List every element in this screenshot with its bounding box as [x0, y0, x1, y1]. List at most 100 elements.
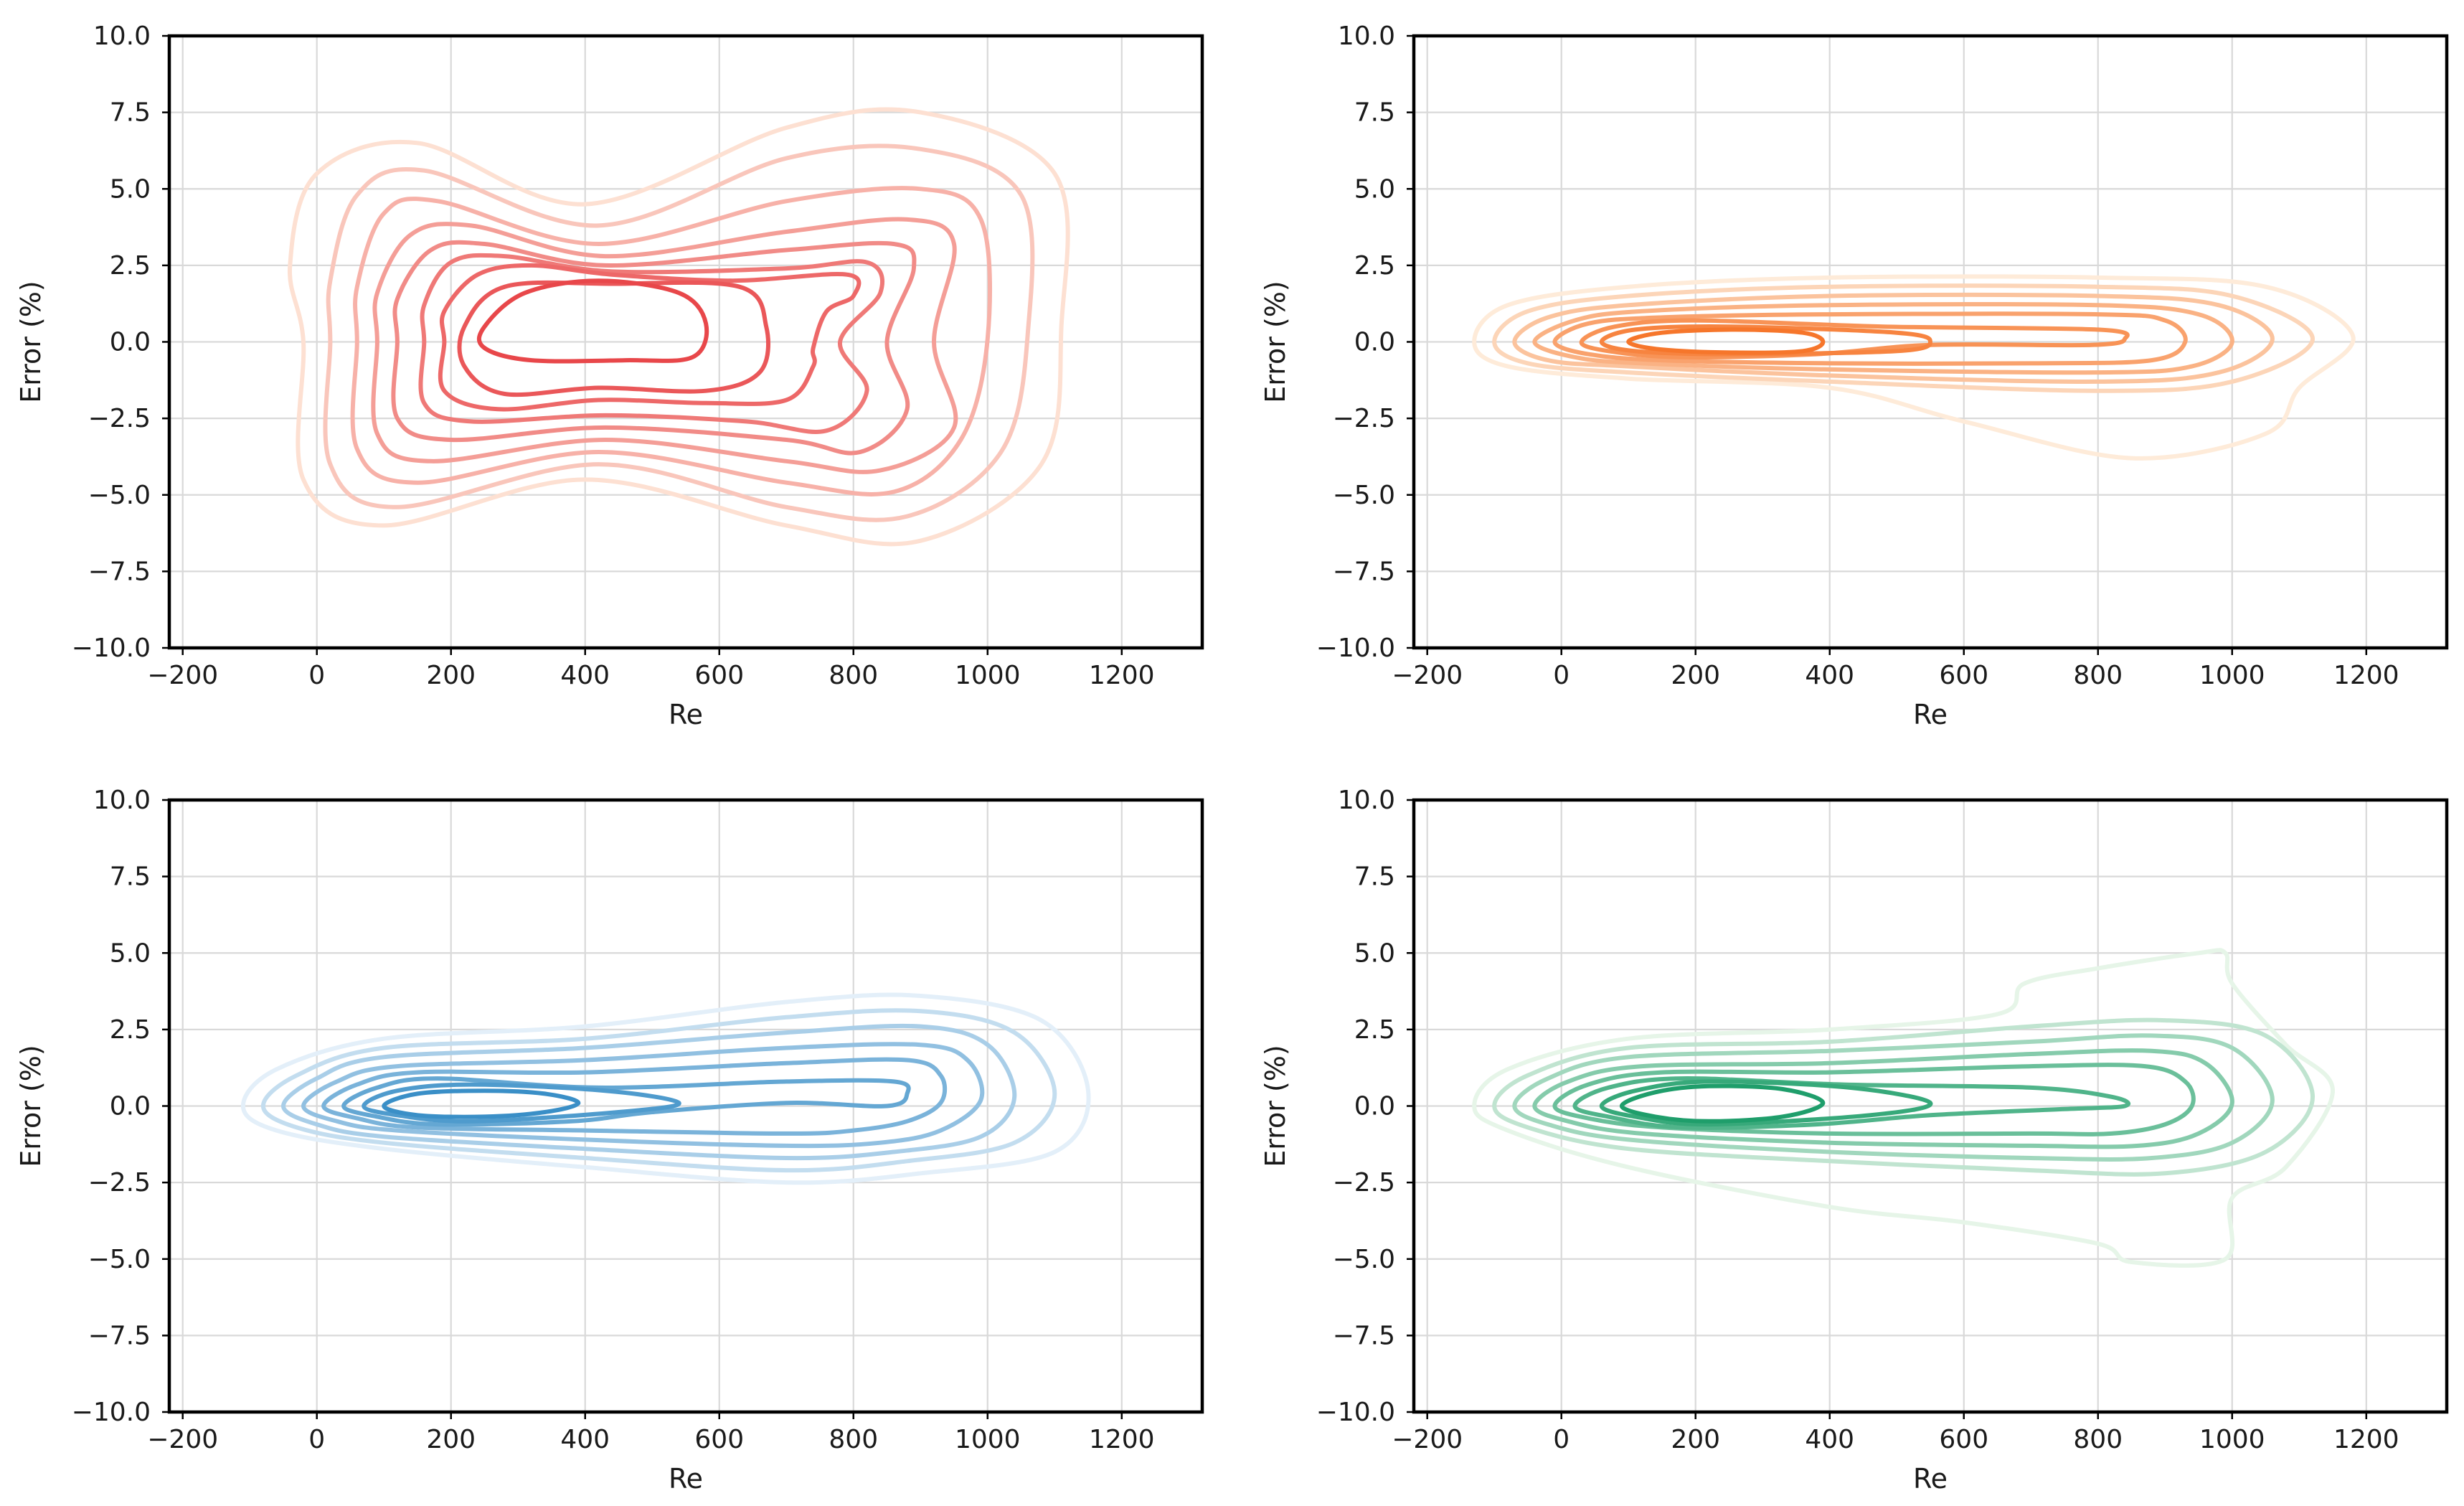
y-tick-label: −2.5 [88, 1168, 151, 1197]
y-tick-label: 10.0 [1338, 786, 1395, 815]
y-axis-label: Error (%) [1260, 1045, 1291, 1167]
contour-level-5 [391, 240, 917, 456]
x-tick-label: 400 [560, 661, 610, 690]
contour-group [1472, 274, 2356, 461]
y-tick-label: 5.0 [1354, 938, 1395, 968]
x-tick-label: 0 [1553, 661, 1569, 690]
x-tick-label: −200 [147, 1425, 218, 1454]
y-tick-label: 0.0 [110, 328, 151, 357]
y-tick-label: −7.5 [88, 1321, 151, 1350]
contour-level-6 [418, 253, 884, 434]
x-tick-label: 200 [426, 661, 476, 690]
x-tick-label: −200 [1392, 1425, 1463, 1454]
x-tick-label: 400 [1805, 1425, 1854, 1454]
contour-level-8 [382, 1088, 581, 1119]
contour-group [240, 992, 1091, 1185]
y-tick-label: 10.0 [93, 22, 151, 51]
contour-level-1 [1472, 948, 2335, 1268]
contour-level-5 [1552, 1063, 2196, 1136]
contour-level-6 [1579, 318, 2130, 359]
x-axis-label: Re [1913, 1463, 1948, 1495]
y-axis-label: Error (%) [15, 1045, 47, 1167]
y-tick-label: −10.0 [72, 634, 151, 663]
contour-level-2 [1492, 283, 2315, 393]
contour-level-7 [362, 1082, 681, 1124]
contour-level-7 [1599, 1079, 1933, 1127]
x-tick-label: 400 [560, 1425, 610, 1454]
contour-level-2 [260, 1008, 1057, 1173]
y-tick-label: −10.0 [1316, 1398, 1395, 1427]
x-tick-label: 1200 [1089, 661, 1155, 690]
y-tick-label: −2.5 [1333, 404, 1395, 433]
y-tick-label: 0.0 [1354, 1092, 1395, 1121]
contour-level-8 [457, 280, 770, 397]
contour-level-2 [323, 143, 1035, 522]
y-tick-label: −7.5 [1333, 557, 1395, 586]
contour-level-4 [371, 217, 958, 474]
x-tick-label: 800 [829, 661, 878, 690]
contour-level-3 [350, 186, 992, 496]
x-tick-label: 1000 [955, 661, 1021, 690]
contour-level-4 [1532, 301, 2234, 375]
contour-level-6 [1572, 1076, 2130, 1130]
contour-level-2 [1492, 1017, 2315, 1177]
x-tick-label: 400 [1805, 661, 1854, 690]
x-tick-label: 0 [308, 1425, 325, 1454]
x-tick-label: 1200 [2333, 1425, 2399, 1454]
y-tick-label: 10.0 [1338, 22, 1395, 51]
contour-level-5 [321, 1057, 948, 1136]
y-tick-label: −2.5 [1333, 1168, 1395, 1197]
contour-level-9 [476, 278, 709, 364]
y-tick-label: 5.0 [110, 174, 151, 204]
chart-panel-bottom-right: −200 0 200 400 600 800 1000 1200 10.0 7.5 5.0 2.5 0.… [1260, 786, 2449, 1495]
chart-panel-bottom-left: −200 0 200 400 600 800 1000 1200 10.0 7.5 5.0 2.5 0.… [15, 786, 1204, 1495]
contour-level-7 [1599, 324, 1932, 357]
contour-level-3 [1512, 1033, 2275, 1162]
y-tick-label: −5.0 [1333, 481, 1395, 510]
y-tick-label: 10.0 [93, 786, 151, 815]
x-tick-label: 600 [1939, 1425, 1988, 1454]
x-tick-label: 200 [1671, 1425, 1720, 1454]
y-tick-label: 2.5 [110, 1015, 151, 1045]
x-axis-label: Re [669, 1463, 703, 1495]
y-tick-label: −5.0 [88, 1245, 151, 1274]
x-tick-label: 0 [1553, 1425, 1569, 1454]
y-tick-label: 7.5 [110, 98, 151, 128]
contour-group [1472, 948, 2335, 1268]
x-tick-label: −200 [147, 661, 218, 690]
x-tick-label: 1000 [2199, 661, 2265, 690]
contour-level-1 [240, 992, 1091, 1185]
y-tick-label: −10.0 [1316, 634, 1395, 663]
x-tick-label: 1000 [2199, 1425, 2265, 1454]
x-tick-label: 200 [1671, 661, 1720, 690]
y-tick-label: −2.5 [88, 404, 151, 433]
y-axis-label: Error (%) [15, 281, 47, 403]
y-tick-label: 5.0 [1354, 174, 1395, 204]
x-tick-label: 1200 [2333, 661, 2399, 690]
chart-panel-top-left: −200 0 200 400 600 800 1000 1200 10.0 7.5 5.0 2.5 0.… [15, 22, 1204, 730]
x-tick-label: 600 [694, 661, 744, 690]
x-tick-label: 800 [2073, 1425, 2123, 1454]
contour-level-6 [341, 1076, 911, 1127]
y-tick-label: 0.0 [1354, 328, 1395, 357]
y-tick-label: −5.0 [1333, 1245, 1395, 1274]
y-tick-label: −7.5 [88, 557, 151, 586]
contour-level-1 [287, 107, 1070, 547]
y-tick-label: −10.0 [72, 1398, 151, 1427]
x-tick-label: 600 [1939, 661, 1988, 690]
contour-level-4 [301, 1042, 985, 1149]
x-tick-label: 600 [694, 1425, 744, 1454]
y-tick-label: 5.0 [110, 938, 151, 968]
contour-level-7 [438, 263, 862, 412]
contour-level-5 [1552, 311, 2188, 366]
x-tick-label: 1200 [1089, 1425, 1155, 1454]
y-tick-label: 2.5 [110, 251, 151, 281]
y-tick-label: −5.0 [88, 481, 151, 510]
y-tick-label: 2.5 [1354, 251, 1395, 281]
contour-level-1 [1472, 274, 2356, 461]
chart-panel-top-right: −200 0 200 400 600 800 1000 1200 10.0 7.5 5.0 2.5 0.… [1260, 22, 2449, 730]
x-tick-label: −200 [1392, 661, 1463, 690]
y-tick-label: 7.5 [110, 862, 151, 892]
x-tick-label: 800 [2073, 661, 2123, 690]
